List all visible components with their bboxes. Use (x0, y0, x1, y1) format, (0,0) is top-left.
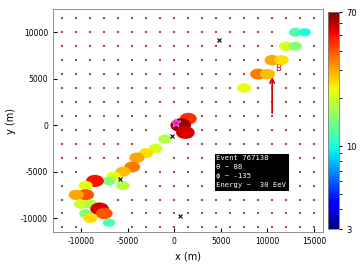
Ellipse shape (148, 144, 163, 153)
Ellipse shape (84, 200, 97, 209)
Ellipse shape (106, 171, 121, 181)
Y-axis label: y (m): y (m) (5, 108, 16, 134)
Ellipse shape (250, 69, 266, 80)
Text: B: B (275, 64, 281, 73)
X-axis label: x (m): x (m) (175, 252, 201, 261)
Text: Event 767138
θ ~ 88
ϕ ~ -135
Energy ~  30 EeV: Event 767138 θ ~ 88 ϕ ~ -135 Energy ~ 30… (216, 155, 286, 188)
Ellipse shape (102, 176, 115, 185)
Ellipse shape (74, 199, 88, 209)
Ellipse shape (289, 28, 302, 37)
Ellipse shape (129, 152, 144, 163)
Ellipse shape (265, 55, 280, 65)
Ellipse shape (83, 213, 97, 223)
Ellipse shape (115, 167, 130, 177)
Ellipse shape (176, 126, 195, 139)
Ellipse shape (69, 190, 84, 200)
Ellipse shape (90, 202, 109, 215)
Ellipse shape (171, 118, 191, 132)
Ellipse shape (103, 219, 115, 227)
Ellipse shape (180, 113, 197, 124)
Ellipse shape (299, 28, 311, 36)
Ellipse shape (158, 135, 172, 144)
Ellipse shape (237, 83, 251, 93)
Ellipse shape (260, 69, 275, 79)
Ellipse shape (124, 162, 140, 172)
Ellipse shape (96, 208, 113, 219)
Ellipse shape (77, 189, 94, 201)
Ellipse shape (289, 42, 302, 50)
Ellipse shape (139, 148, 153, 158)
Ellipse shape (274, 55, 289, 65)
Ellipse shape (279, 41, 293, 51)
Ellipse shape (116, 181, 130, 190)
Ellipse shape (79, 209, 92, 218)
Ellipse shape (86, 175, 104, 187)
Ellipse shape (79, 181, 93, 190)
